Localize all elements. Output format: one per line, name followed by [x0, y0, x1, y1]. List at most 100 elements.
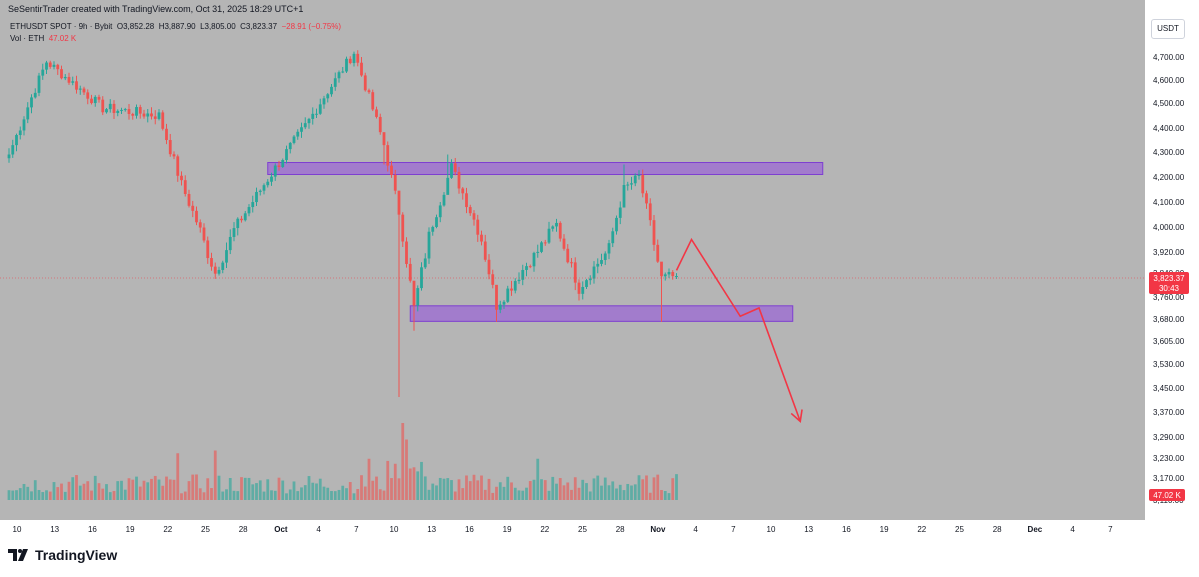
volume-bar [7, 490, 11, 500]
time-tick-label: 28 [993, 525, 1002, 534]
volume-bar [573, 477, 577, 500]
candle-body [131, 113, 135, 116]
candle-body [423, 258, 427, 268]
candle-body [78, 88, 82, 90]
candle-body [277, 165, 281, 167]
volume-bar [176, 453, 180, 500]
ohlc-change: −28.91 (−0.75%) [281, 22, 342, 31]
candle-body [258, 190, 262, 192]
time-tick-label: 16 [88, 525, 97, 534]
volume-bar [288, 489, 292, 500]
price-tick-label: 3,920.00 [1153, 248, 1185, 257]
volume-bar [483, 489, 487, 500]
volume-bar [232, 490, 236, 500]
time-tick-label: 7 [731, 525, 736, 534]
volume-bar [633, 484, 637, 500]
volume-bar [258, 480, 262, 500]
candle-body [637, 174, 641, 176]
candle-body [11, 145, 15, 155]
candle-body [97, 96, 101, 100]
volume-bar [296, 491, 300, 500]
symbol-title: ETHUSDT SPOT · 9h · Bybit [10, 22, 113, 31]
price-tick-label: 3,230.00 [1153, 454, 1185, 463]
price-tick-label: 3,290.00 [1153, 433, 1185, 442]
volume-bar [603, 477, 607, 500]
candle-body [326, 94, 330, 99]
symbol-legend[interactable]: ETHUSDT SPOT · 9h · Bybit O3,852.28 H3,8… [10, 22, 341, 31]
volume-bar [168, 479, 172, 500]
volume-bar [551, 476, 555, 500]
volume-bar [142, 480, 146, 500]
volume-bar [468, 481, 472, 500]
support-zone [409, 305, 794, 322]
volume-bar [120, 480, 123, 500]
time-tick-label: 10 [767, 525, 776, 534]
candle-body [648, 203, 652, 221]
volume-bar [165, 476, 168, 500]
volume-bar [228, 478, 232, 500]
candle-body [573, 262, 577, 283]
time-tick-label: 10 [13, 525, 22, 534]
candle-body [221, 262, 225, 270]
candle-body [596, 263, 600, 267]
volume-bar [596, 475, 600, 500]
ohlc-high: H3,887.90 [158, 22, 196, 31]
countdown-label: 30:43 [1159, 284, 1180, 293]
candle-body [217, 269, 221, 274]
candle-body [517, 279, 521, 282]
candle-body [506, 288, 510, 302]
volume-bar [135, 476, 138, 500]
volume-bar [26, 486, 30, 500]
candle-body [30, 97, 33, 108]
volume-legend[interactable]: Vol · ETH 47.02 K [10, 34, 76, 43]
candle-body [622, 185, 626, 208]
time-tick-label: 25 [955, 525, 964, 534]
volume-bar [393, 463, 397, 500]
candle-body [48, 62, 52, 67]
volume-bar [315, 483, 318, 500]
price-tick-label: 4,500.00 [1153, 99, 1185, 108]
volume-bar [180, 493, 183, 500]
candle-body [453, 163, 457, 172]
volume-bar [618, 484, 622, 500]
currency-button[interactable]: USDT [1151, 19, 1185, 39]
current-price-label: 3,823.37 [1153, 274, 1185, 283]
candle-body [71, 81, 75, 83]
volume-bar [378, 489, 382, 500]
tradingview-logo[interactable]: TradingView [8, 547, 117, 563]
time-tick-label: Dec [1028, 525, 1043, 534]
volume-bar [108, 492, 112, 500]
candle-body [120, 109, 123, 111]
time-tick-label: 4 [693, 525, 698, 534]
candle-body [607, 243, 611, 254]
volume-bar [97, 483, 101, 500]
volume-bar [123, 489, 127, 500]
candle-body [165, 128, 168, 141]
volume-bar [277, 477, 281, 500]
candle-body [431, 226, 435, 232]
candle-body [442, 194, 446, 206]
volume-bar [352, 493, 356, 500]
candle-body [300, 127, 303, 132]
volume-bar [15, 490, 18, 500]
candle-body [360, 62, 363, 76]
volume-bar [300, 487, 303, 500]
candle-body [90, 98, 93, 104]
candle-body [367, 90, 371, 93]
volume-bar [93, 475, 97, 500]
candle-body [405, 241, 408, 264]
volume-bar [438, 477, 442, 500]
candle-body [510, 288, 513, 291]
volume-bar [255, 483, 258, 500]
volume-bar [491, 492, 495, 500]
volume-bar [112, 490, 116, 500]
candle-body [341, 71, 345, 73]
volume-bar [322, 486, 326, 500]
candle-body [322, 98, 326, 105]
candle-body [667, 272, 671, 275]
candle-body [375, 109, 378, 117]
candle-body [363, 75, 367, 91]
candle-body [285, 149, 288, 161]
volume-bar [675, 474, 678, 500]
